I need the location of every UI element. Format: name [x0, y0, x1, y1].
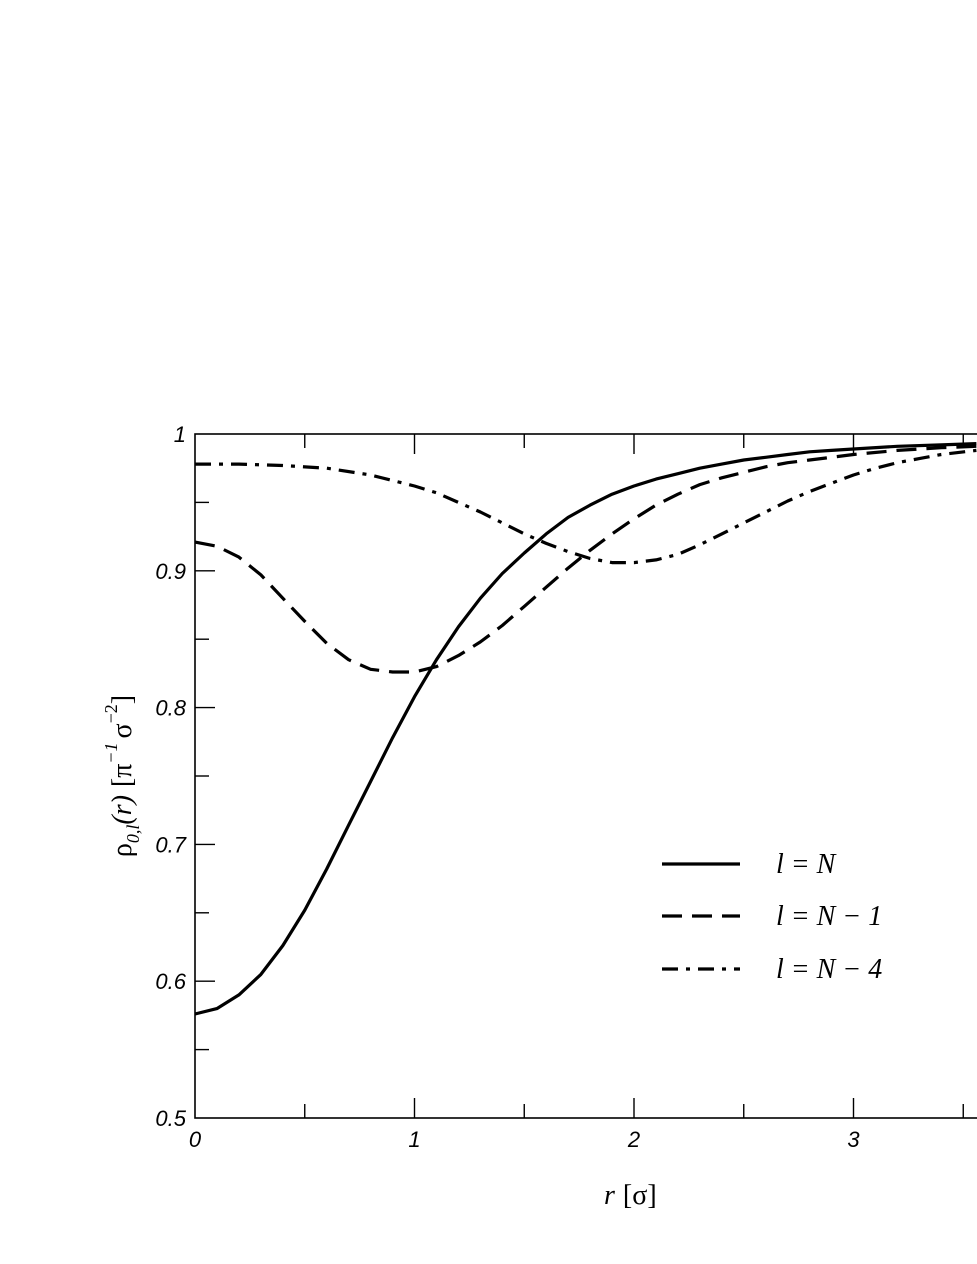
y-axis-units-close: ]	[107, 695, 138, 704]
x-tick-label: 3	[847, 1127, 860, 1152]
y-tick-label: 1	[174, 422, 186, 447]
y-axis-sigma-exponent: −2	[101, 704, 121, 723]
series-line-3	[195, 448, 977, 565]
plot-frame	[194, 433, 977, 1119]
legend-label-1: l = N	[776, 849, 837, 880]
x-axis-title: r [σ]	[604, 1180, 657, 1211]
y-axis-pi-exponent: −1	[101, 742, 121, 763]
y-tick-label: 0.7	[155, 832, 186, 857]
x-axis-unit: [σ]	[623, 1180, 657, 1211]
series-line-1	[194, 442, 977, 1016]
legend-label-3: l = N − 4	[776, 954, 882, 985]
x-axis-variable: r	[604, 1180, 615, 1211]
y-axis-title: ρ0,l(r) [π−1 σ−2]	[101, 695, 143, 857]
x-tick-label: 1	[408, 1127, 420, 1152]
series-layer	[194, 442, 977, 1016]
y-axis-argument: (r)	[107, 795, 138, 825]
y-axis-sigma: σ	[107, 723, 138, 738]
y-axis-units-open: [π	[107, 764, 138, 787]
y-tick-label: 0.8	[155, 696, 186, 721]
y-tick-label: 0.6	[155, 969, 186, 994]
legend-label-2: l = N − 1	[776, 901, 882, 932]
x-tick-label: 0	[189, 1127, 202, 1152]
legend: l = N l = N − 1 l = N − 4	[662, 849, 882, 985]
axis-tick-labels: 0 1 2 3 0.5 0.6 0.7 0.8 0.9 1	[155, 422, 860, 1152]
axis-ticks	[195, 434, 964, 1118]
y-tick-label: 0.9	[155, 559, 186, 584]
y-tick-label: 0.5	[155, 1106, 186, 1131]
x-tick-label: 2	[627, 1127, 640, 1152]
y-axis-subscript: 0,l	[123, 825, 143, 844]
y-axis-rho: ρ	[107, 843, 138, 857]
series-line-2	[194, 444, 977, 674]
